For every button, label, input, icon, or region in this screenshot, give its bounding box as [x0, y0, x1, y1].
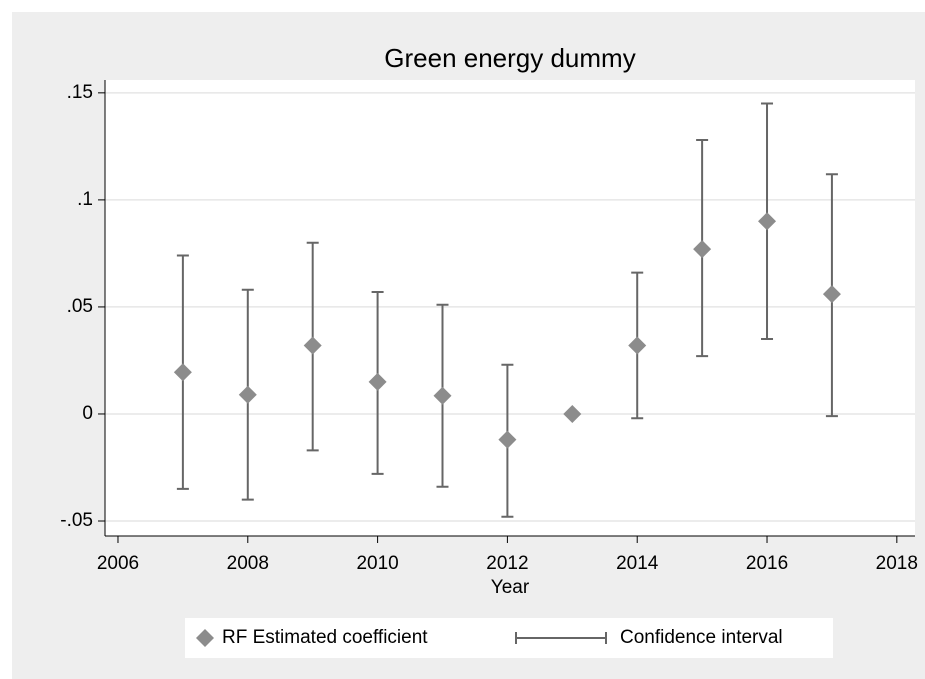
x-tick-label: 2006	[97, 553, 139, 574]
marker	[822, 285, 841, 304]
y-tick-label: -.05	[60, 510, 93, 531]
marker	[238, 385, 257, 404]
plot-area	[105, 80, 915, 536]
marker	[173, 363, 192, 382]
x-tick-label: 2014	[616, 553, 659, 574]
chart-title: Green energy dummy	[384, 43, 635, 73]
legend-box	[185, 618, 833, 658]
marker	[563, 404, 582, 423]
y-tick-label: .1	[77, 189, 93, 210]
y-tick-label: 0	[82, 403, 93, 424]
x-tick-label: 2018	[876, 553, 918, 574]
x-tick-label: 2012	[486, 553, 528, 574]
legend-ci	[515, 632, 607, 644]
x-axis-label: Year	[491, 577, 530, 598]
x-tick-label: 2016	[746, 553, 788, 574]
x-tick-label: 2010	[356, 553, 398, 574]
y-tick-label: .05	[67, 296, 93, 317]
marker	[758, 212, 777, 231]
legend-label: Confidence interval	[620, 627, 783, 648]
legend-label: RF Estimated coefficient	[222, 627, 428, 648]
marker	[628, 336, 647, 355]
marker	[433, 386, 452, 405]
marker	[368, 372, 387, 391]
legend-marker	[196, 629, 214, 647]
marker	[303, 336, 322, 355]
x-tick-label: 2008	[227, 553, 269, 574]
marker	[693, 240, 712, 259]
marker	[498, 430, 517, 449]
y-tick-label: .15	[67, 82, 93, 103]
